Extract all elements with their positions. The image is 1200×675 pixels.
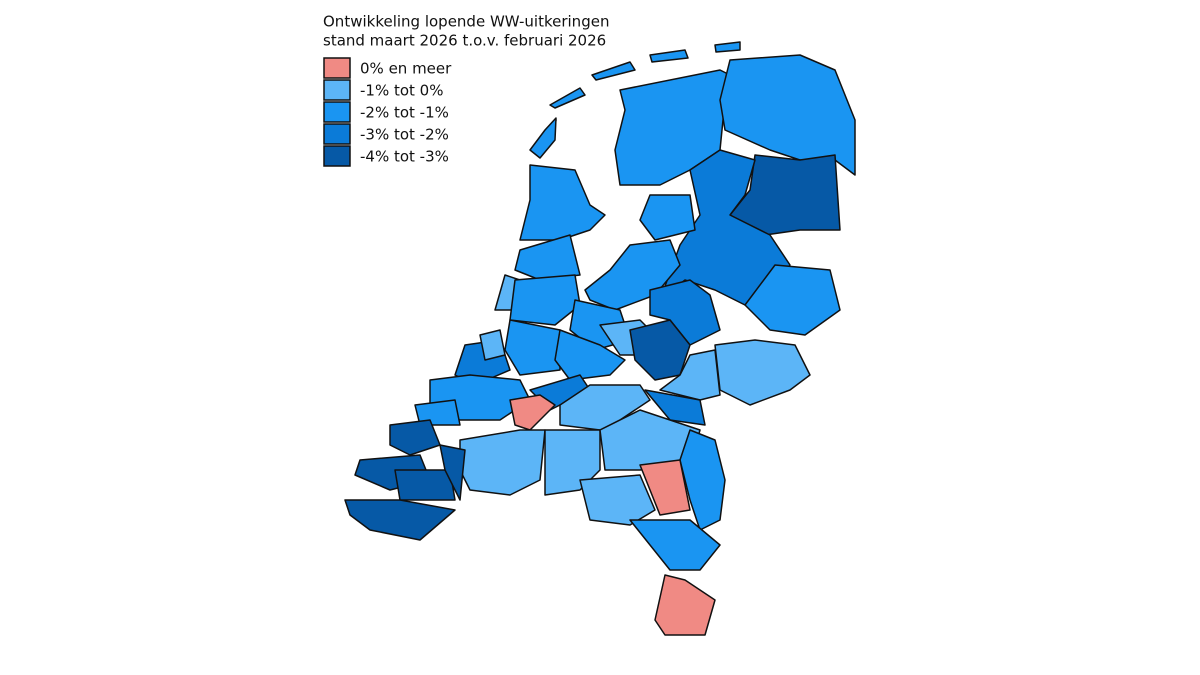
region [649,49,689,63]
region [591,61,636,81]
region [414,399,461,426]
region [639,459,691,516]
region [479,329,506,361]
region [519,164,606,241]
region [344,499,456,541]
region [629,519,721,571]
region [644,389,706,426]
legend-swatch [323,57,351,79]
region [654,574,716,636]
region [714,339,811,406]
region [509,394,556,431]
regions [344,41,856,636]
region [559,384,651,431]
region [579,474,656,526]
legend-label: -2% tot -1% [360,104,449,122]
region [504,319,561,376]
region [554,329,626,381]
legend-label: -4% tot -3% [360,148,449,166]
region [514,234,581,281]
region [714,41,741,53]
legend-label: -1% tot 0% [360,82,443,100]
region [529,117,557,159]
legend-swatch [323,123,351,145]
region [459,429,546,496]
legend-swatch [323,145,351,167]
legend-label: -3% tot -2% [360,126,449,144]
region [389,419,441,456]
region [679,429,726,531]
region [509,274,581,326]
legend-swatch [323,101,351,123]
title-line: stand maart 2026 t.o.v. februari 2026 [323,32,606,50]
region [549,87,586,109]
legend-swatch [323,79,351,101]
region [744,264,841,336]
legend-label: 0% en meer [360,60,452,78]
region [394,469,456,501]
region [439,444,466,501]
region [639,194,696,241]
legend: 0% en meer -1% tot 0% -2% tot -1% -3% tot -… [323,57,452,167]
region [649,279,721,346]
title-line: Ontwikkeling lopende WW-uitkeringen [323,13,609,31]
